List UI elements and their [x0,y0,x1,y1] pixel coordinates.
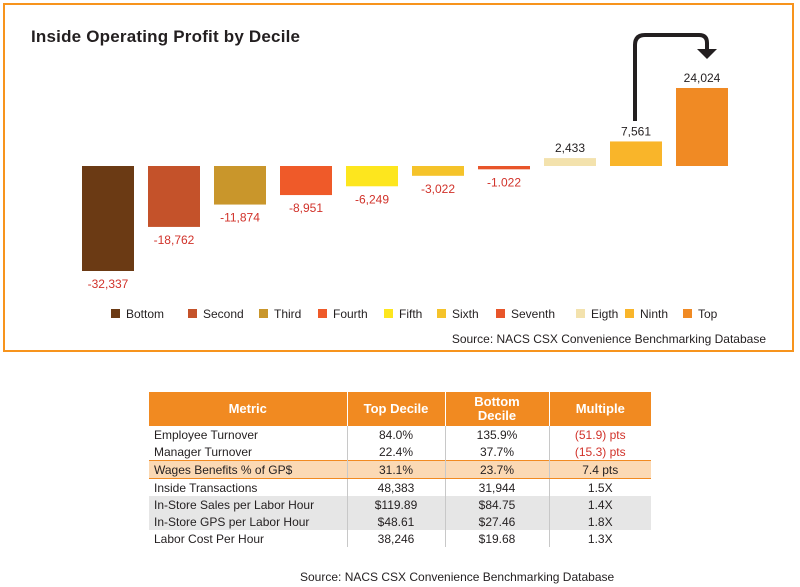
cell-multiple: 1.5X [587,480,613,495]
cell-bottom: $19.68 [445,530,550,547]
table-row: In-Store GPS per Labor Hour $48.61 $27.46 1… [149,513,651,530]
metrics-table: Metric Top Decile Bottom Decile Multiple… [149,392,651,547]
bar-ninth [610,141,662,166]
chart-panel: -32,337 -18,762 -11,874 -8,951 -6,249 -3,022 -… [3,3,794,352]
legend-swatch-fourth [318,309,327,318]
data-label-second: -18,762 [154,233,195,247]
cell-top: 48,383 [347,478,446,496]
cell-multiple: 1.4X [549,496,651,513]
chart-source: Source: NACS CSX Convenience Benchmarkin… [451,332,766,346]
data-label-eigth: 2,433 [555,141,585,155]
cell-bottom: 37.7% [445,443,550,461]
data-label-fifth: -6,249 [355,192,389,206]
data-label-top: 24,024 [684,71,721,85]
legend-label-sixth: Sixth [452,307,479,321]
data-label-third: -11,874 [220,211,260,225]
cell-bottom: $84.75 [445,496,550,513]
cell-metric: Employee Turnover [149,426,348,443]
header-multiple: Multiple [549,392,651,426]
legend-label-third: Third [274,307,301,321]
table-row: Manager Turnover 22.4% 37.7% (15.3) pts [149,443,651,461]
cell-bottom: 23.7% [445,460,550,479]
bar-fifth [346,166,398,187]
data-label-fourth: -8,951 [289,201,323,215]
cell-metric: Wages Benefits % of GP$ [149,460,348,479]
cell-metric: Inside Transactions [149,478,348,496]
data-label-ninth: 7,561 [621,124,651,138]
annotation-arrow-line [633,33,709,121]
legend-label-top: Top [698,307,718,321]
cell-bottom: 31,944 [445,478,550,496]
cell-top: 84.0% [347,426,446,443]
cell-top: 22.4% [347,443,446,461]
table-row: Labor Cost Per Hour 38,246 $19.68 1.3X [149,530,651,547]
bar-sixth [412,166,464,176]
legend-swatch-second [188,309,197,318]
legend-swatch-top [683,309,692,318]
bar-second [148,166,200,227]
cell-metric: Labor Cost Per Hour [149,530,348,547]
legend-label-bottom: Bottom [126,307,164,321]
header-top-decile: Top Decile [347,392,446,426]
header-bottom-decile: Bottom Decile [445,392,550,426]
header-metric: Metric [149,392,348,426]
table-header-row: Metric Top Decile Bottom Decile Multiple [149,392,651,426]
legend-swatch-bottom [111,309,120,318]
legend-label-ninth: Ninth [640,307,668,321]
cell-top: $48.61 [347,513,446,530]
header-bottom-decile-text: Bottom Decile [474,394,520,423]
cell-multiple: 1.8X [549,513,651,530]
legend-swatch-ninth [625,309,634,318]
cell-top: 38,246 [347,530,446,547]
cell-bottom: 135.9% [445,426,550,443]
annotation-arrow-head [697,49,717,59]
cell-multiple: (15.3) pts [574,444,626,459]
table-row: Wages Benefits % of GP$ 31.1% 23.7% 7.4 pts [149,460,651,479]
bar-bottom [82,166,134,271]
bar-seventh [478,166,530,170]
cell-top: $119.89 [347,496,446,513]
data-label-bottom: -32,337 [88,277,129,291]
bar-top [676,87,728,166]
cell-metric: In-Store GPS per Labor Hour [149,513,348,530]
legend-label-eigth: Eigth [591,307,618,321]
waterfall-chart: -32,337 -18,762 -11,874 -8,951 -6,249 -3,022 -… [82,33,728,321]
cell-multiple: 1.3X [587,531,613,546]
chart-title: Inside Operating Profit by Decile [31,27,301,46]
table-row: Inside Transactions 48,383 31,944 1.5X [149,478,651,496]
legend-label-seventh: Seventh [511,307,555,321]
cell-metric: Manager Turnover [149,443,348,461]
data-label-seventh: -1.022 [487,175,521,189]
legend-label-second: Second [203,307,244,321]
cell-bottom: $27.46 [445,513,550,530]
data-label-sixth: -3,022 [421,182,455,196]
cell-top: 31.1% [347,460,446,479]
table-source: Source: NACS CSX Convenience Benchmarkin… [300,570,615,584]
legend-label-fourth: Fourth [333,307,368,321]
legend-swatch-fifth [384,309,393,318]
legend-swatch-third [259,309,268,318]
legend-swatch-eigth [576,309,585,318]
metrics-table-container: Metric Top Decile Bottom Decile Multiple… [149,392,651,547]
cell-multiple: 7.4 pts [549,460,651,479]
table-row: Employee Turnover 84.0% 135.9% (51.9) pts [149,426,651,443]
cell-metric: In-Store Sales per Labor Hour [149,496,348,513]
legend-swatch-sixth [437,309,446,318]
bar-fourth [280,166,332,196]
legend-swatch-seventh [496,309,505,318]
cell-multiple: (51.9) pts [574,427,626,442]
bar-eigth [544,158,596,166]
bar-third [214,166,266,205]
table-row: In-Store Sales per Labor Hour $119.89 $84.… [149,496,651,513]
legend-label-fifth: Fifth [399,307,422,321]
table-body: Employee Turnover 84.0% 135.9% (51.9) pts Ma… [149,426,651,547]
